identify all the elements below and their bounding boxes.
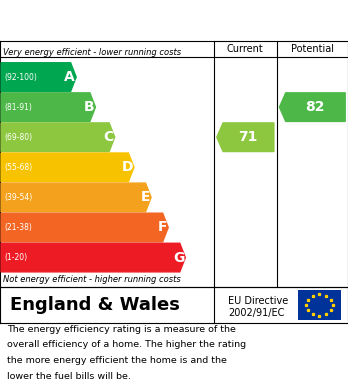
Polygon shape <box>279 93 345 122</box>
Polygon shape <box>1 153 134 181</box>
Text: Not energy efficient - higher running costs: Not energy efficient - higher running co… <box>3 275 181 284</box>
Text: England & Wales: England & Wales <box>10 296 180 314</box>
Text: F: F <box>158 221 167 235</box>
Text: C: C <box>103 130 114 144</box>
Text: Very energy efficient - lower running costs: Very energy efficient - lower running co… <box>3 48 182 57</box>
Text: G: G <box>173 251 184 265</box>
Polygon shape <box>1 183 151 212</box>
Text: EU Directive: EU Directive <box>228 296 288 306</box>
Text: (69-80): (69-80) <box>4 133 32 142</box>
FancyBboxPatch shape <box>298 290 341 320</box>
Text: (1-20): (1-20) <box>4 253 27 262</box>
Text: Energy Efficiency Rating: Energy Efficiency Rating <box>69 13 279 28</box>
Text: (39-54): (39-54) <box>4 193 32 202</box>
Text: E: E <box>141 190 150 204</box>
Text: the more energy efficient the home is and the: the more energy efficient the home is an… <box>7 356 227 365</box>
Polygon shape <box>1 93 95 122</box>
Text: (81-91): (81-91) <box>4 102 32 111</box>
Polygon shape <box>217 123 274 152</box>
Text: overall efficiency of a home. The higher the rating: overall efficiency of a home. The higher… <box>7 340 246 350</box>
Polygon shape <box>1 123 115 152</box>
Text: (21-38): (21-38) <box>4 223 32 232</box>
Text: B: B <box>84 100 94 114</box>
Text: D: D <box>121 160 133 174</box>
Text: 2002/91/EC: 2002/91/EC <box>228 308 284 318</box>
Text: 82: 82 <box>305 100 325 114</box>
Polygon shape <box>1 243 185 272</box>
Text: (55-68): (55-68) <box>4 163 32 172</box>
Text: Current: Current <box>227 44 264 54</box>
Text: (92-100): (92-100) <box>4 73 37 82</box>
Text: lower the fuel bills will be.: lower the fuel bills will be. <box>7 372 131 381</box>
Text: 71: 71 <box>238 130 258 144</box>
Polygon shape <box>1 213 168 242</box>
Text: The energy efficiency rating is a measure of the: The energy efficiency rating is a measur… <box>7 325 236 334</box>
Text: A: A <box>64 70 75 84</box>
Polygon shape <box>1 63 76 91</box>
Text: Potential: Potential <box>291 44 334 54</box>
